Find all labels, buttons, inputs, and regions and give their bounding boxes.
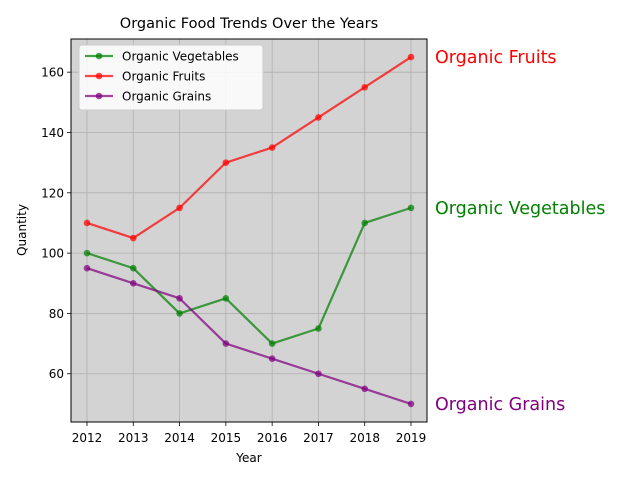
legend: Organic Vegetables Organic Fruits Organic … (78, 44, 264, 111)
data-point (361, 83, 369, 91)
end-label: Organic Vegetables (435, 199, 605, 219)
data-point (83, 219, 91, 227)
y-tick-label: 120 (41, 186, 64, 200)
data-point (315, 325, 322, 332)
legend-box (78, 44, 264, 111)
y-tick-label: 160 (41, 66, 64, 80)
data-point (268, 144, 276, 151)
x-axis-label: Year (235, 451, 261, 465)
y-axis-label: Quantity (15, 204, 29, 256)
x-tick-label: 2018 (349, 431, 380, 445)
data-point (83, 249, 91, 257)
data-point (222, 159, 230, 166)
data-point (407, 53, 415, 61)
legend-item: Organic Fruits (85, 70, 205, 84)
legend-marker (95, 92, 103, 100)
y-tick-label: 100 (41, 247, 64, 261)
data-point (407, 400, 415, 408)
legend-item: Organic Vegetables (85, 50, 239, 64)
legend-label: Organic Vegetables (122, 50, 239, 64)
series-0 (83, 204, 415, 347)
end-label: Organic Grains (435, 395, 565, 415)
data-point (268, 355, 276, 362)
chart-title: Organic Food Trends Over the Years (120, 16, 378, 32)
data-point (129, 279, 137, 287)
x-tick-label: 2012 (72, 431, 103, 445)
y-tick-label: 60 (49, 367, 64, 381)
series-line (86, 56, 412, 240)
data-point (222, 295, 230, 302)
data-point (129, 234, 137, 242)
data-point (176, 295, 183, 302)
axes-frame (70, 38, 428, 423)
series-line (86, 206, 412, 345)
x-tick-label: 2013 (118, 431, 149, 445)
series-1 (83, 53, 415, 242)
x-tick-label: 2014 (164, 431, 195, 445)
legend-item: Organic Grains (85, 90, 211, 104)
data-point (83, 264, 91, 272)
series-2 (83, 264, 415, 408)
x-tick-label: 2017 (303, 431, 334, 445)
data-point (407, 204, 415, 212)
data-point (315, 114, 322, 121)
data-point (361, 385, 369, 393)
y-tick-label: 140 (41, 126, 64, 140)
legend-marker (95, 52, 103, 60)
data-point (315, 370, 322, 378)
data-point (129, 264, 137, 272)
data-point (361, 219, 369, 227)
x-tick-label: 2019 (396, 431, 427, 445)
x-tick-label: 2015 (211, 431, 242, 445)
legend-marker (95, 72, 103, 80)
end-label: Organic Fruits (435, 48, 557, 68)
data-point (176, 204, 183, 212)
data-point (268, 340, 276, 347)
data-point (222, 340, 230, 347)
end-labels: Organic Vegetables Organic Fruits Organic … (435, 48, 605, 415)
legend-label: Organic Grains (122, 90, 211, 104)
y-tick-label: 80 (49, 307, 64, 321)
x-tick-label: 2016 (257, 431, 288, 445)
data-point (176, 310, 183, 317)
series-line (86, 267, 412, 405)
legend-label: Organic Fruits (122, 70, 205, 84)
